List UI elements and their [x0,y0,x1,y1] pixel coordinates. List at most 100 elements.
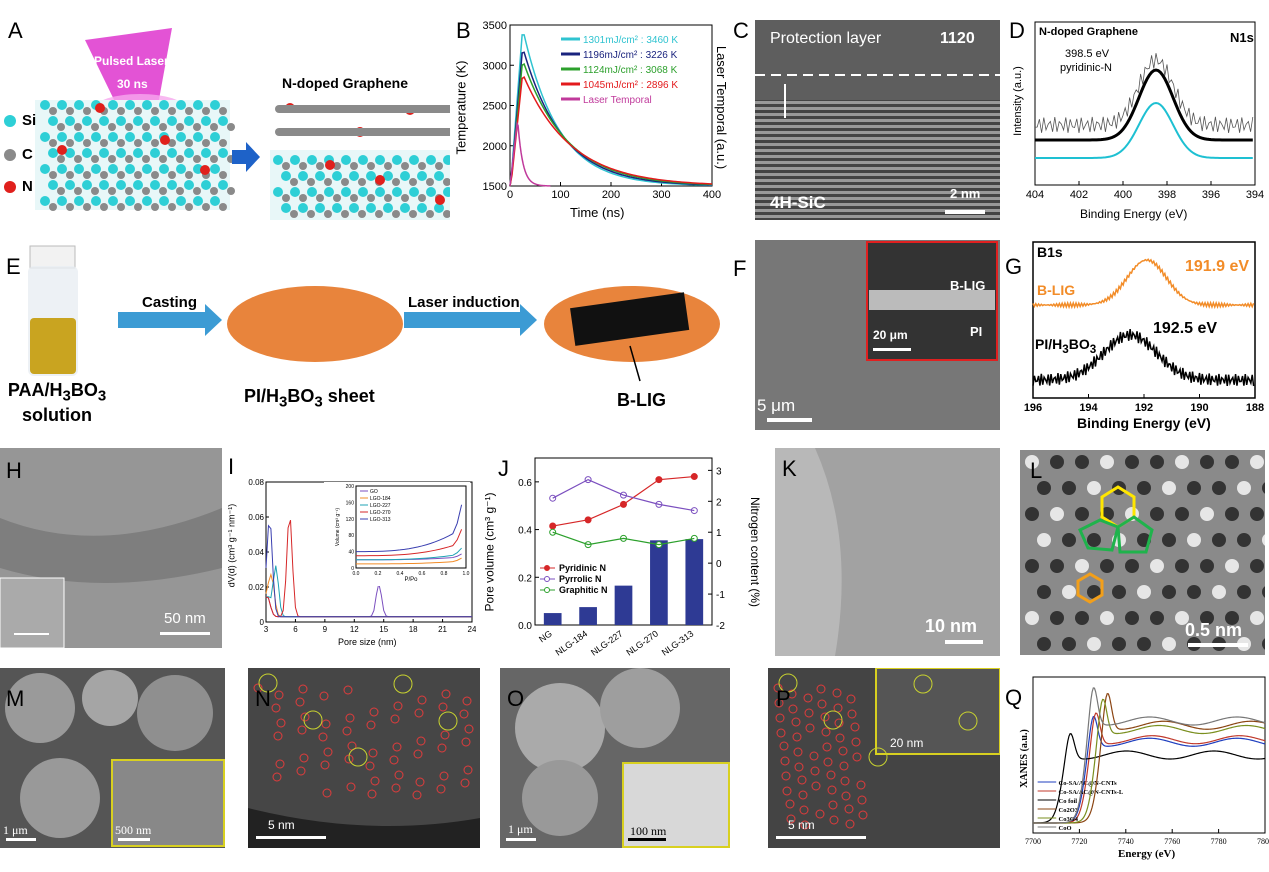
single-atom-marker [820,712,830,722]
y-tick-label: 2000 [483,141,507,153]
single-atom-marker [271,703,281,713]
c-atom [100,139,108,147]
temperature-chart: 0 100 200 300 400 1500 2000 2500 3000 3500 1301mJ/… [483,20,722,201]
c-atom [57,187,65,195]
c-atom [49,171,57,179]
si-atom [332,203,342,213]
inset-series-line [355,504,463,553]
c-atom [108,155,116,163]
c-atom [299,162,307,170]
series-1-name: B-LIG [1037,282,1076,298]
x-tick-label: 200 [602,189,620,201]
si-atom [281,203,291,213]
inset-y-tick: 40 [348,550,354,556]
c-atom [392,210,400,218]
panel-label: D [1009,18,1025,43]
c-atom [307,210,315,218]
tem-image [0,448,222,648]
si-atom [142,100,152,110]
single-atom-marker [367,789,377,799]
x-tick-label: 0 [507,189,513,201]
si-atom [392,187,402,197]
tem-image [755,74,1000,220]
si-atom [307,155,317,165]
c-atom [74,155,82,163]
c-atom [168,203,176,211]
c-atom [49,203,57,211]
si-atom [65,116,75,126]
si-atom [298,171,308,181]
si-atom [65,148,75,158]
x-axis-label: Binding Energy (eV) [1080,207,1188,221]
si-atom [332,171,342,181]
laser-label: Pulsed Laser [94,54,169,68]
legend-entry: Graphitic N [559,585,608,595]
lattice-spot [1075,507,1089,521]
single-atom-marker [464,724,474,734]
x-tick-label: 196 [1024,402,1042,414]
si-atom [167,116,177,126]
panel-label: A [8,18,23,43]
hrtem-lattice-image [1020,450,1265,655]
panel-f: B-LIG PI 20 μm 5 μm [755,240,1000,430]
c-atom [341,178,349,186]
x-axis-label: Binding Energy (eV) [1077,415,1211,431]
plot-frame [1034,21,1256,186]
single-atom-marker [441,689,451,699]
single-atom-marker [788,704,798,714]
cluster-marker [823,710,843,730]
single-atom-marker [369,707,379,717]
si-atom [40,196,50,206]
single-atom-marker [392,742,402,752]
single-atom-marker [845,819,855,829]
si-atom [184,116,194,126]
inset-y-tick: 120 [346,517,355,523]
si-atom [210,100,220,110]
protection-label: Protection layer [770,30,882,47]
y-tick-label: 3000 [483,60,507,72]
si-atom [142,164,152,174]
step-laser: Laser induction [408,294,520,311]
series-line [552,478,695,512]
si-atom [358,155,368,165]
panel-e: E Casting Laser induction PAA/H3BO3 solut… [0,238,750,438]
panel-a: A Pulsed Laser 30 ns N-doped Graphene Si… [0,0,450,228]
c-atom [219,107,227,115]
si-atom [290,155,300,165]
laser-schematic [4,28,450,220]
c-atom [134,107,142,115]
c-atom [151,107,159,115]
si-atom [210,132,220,142]
x-tick-label: 402 [1070,189,1088,201]
single-atom-marker [366,720,376,730]
n-atom [95,103,105,113]
si-atom [125,164,135,174]
si-atom [193,132,203,142]
single-atom-marker [323,747,333,757]
y2-tick-label: -2 [716,621,725,632]
chart-tag: N1s [1230,30,1254,45]
lattice-spot [1025,455,1039,469]
c-atom [375,210,383,218]
c-atom [202,107,210,115]
scale-bar-label: 50 nm [164,610,206,627]
si-atom [91,132,101,142]
lattice-spot [1037,585,1051,599]
panel-label-f: F [733,256,747,281]
c-atom [443,210,450,218]
legend-entry: Laser Temporal [583,95,652,106]
single-atom-marker [416,736,426,746]
si-atom [167,180,177,190]
si-atom [142,196,152,206]
si-atom [324,187,334,197]
si-atom [91,196,101,206]
fabrication-schematic [28,245,720,382]
single-atom-marker [781,771,791,781]
si-atom [40,100,50,110]
si-atom [341,155,351,165]
panel-q: Q 7700 7720 7740 7760 7780 7800 Co-SA/AC@N-CNT… [1005,665,1269,865]
c-atom [185,107,193,115]
c-atom [83,171,91,179]
single-atom-marker [299,753,309,763]
single-atom-marker [798,790,808,800]
